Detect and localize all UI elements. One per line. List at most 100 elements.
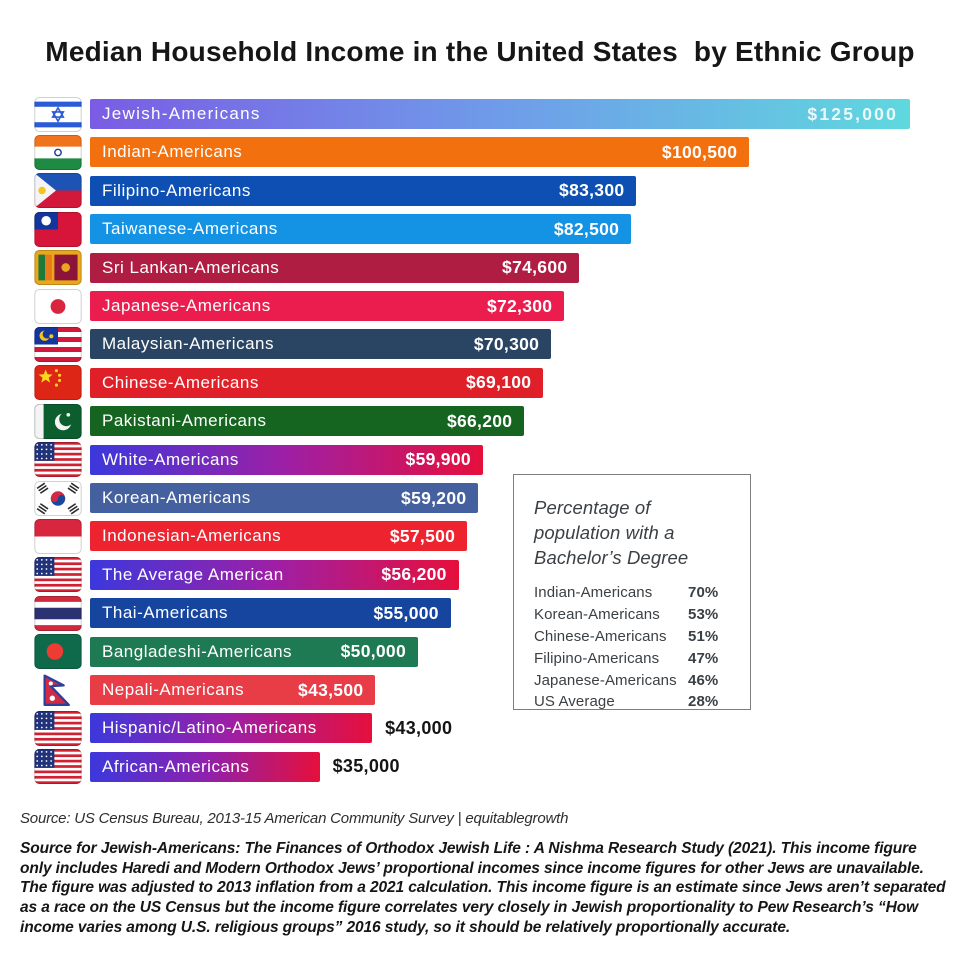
- degree-list-item: Chinese-Americans 51%: [534, 628, 730, 650]
- degree-percentage: 53%: [688, 606, 719, 624]
- bar-label: Korean-Americans: [102, 488, 251, 507]
- degree-percentage: 51%: [688, 627, 719, 645]
- income-bar: Indonesian-Americans $57,500: [90, 521, 468, 552]
- bar-row-taiwanese-americans: Taiwanese-Americans $82,500: [32, 211, 632, 247]
- bar-label: Hispanic/Latino-Americans: [102, 718, 317, 738]
- degree-group-label: Indian-Americans: [534, 584, 653, 602]
- bar-label: Taiwanese-Americans: [102, 219, 278, 239]
- bar-label: Indonesian-Americans: [102, 526, 282, 546]
- degree-group-label: US Average: [534, 693, 615, 711]
- bar-label: African-Americans: [102, 756, 250, 776]
- bar-row-indonesian-americans: Indonesian-Americans $57,500: [32, 518, 468, 554]
- bar-label: Nepali-Americans: [102, 680, 245, 699]
- bar-label: Sri Lankan-Americans: [102, 257, 280, 277]
- bar-row-chinese-americans: Chinese-Americans $69,100: [32, 365, 544, 401]
- bar-value: $43,000: [385, 717, 453, 738]
- income-bar: Nepali-Americans $43,500: [90, 675, 376, 705]
- degree-list-item: Korean-Americans 53%: [534, 606, 730, 628]
- bar-value: $50,000: [340, 641, 406, 662]
- degree-percentage: 70%: [688, 584, 719, 602]
- bar-value: $56,200: [381, 564, 447, 585]
- degree-list: Indian-Americans 70% Korean-Americans 53% Ch…: [534, 584, 730, 715]
- degree-list-item: Filipino-Americans 47%: [534, 650, 730, 672]
- income-bar: Indian-Americans $100,500: [90, 137, 750, 168]
- income-bar: Korean-Americans $59,200: [90, 483, 479, 513]
- source-line: Source: US Census Bureau, 2013-15 Americ…: [20, 810, 569, 827]
- bar-label: Jewish-Americans: [102, 104, 261, 123]
- bar-row-malaysian-americans: Malaysian-Americans $70,300: [32, 326, 552, 362]
- usa-flag-icon: [32, 710, 84, 746]
- income-bar: Sri Lankan-Americans $74,600: [90, 252, 580, 283]
- bar-row-indian-americans: Indian-Americans $100,500: [32, 134, 750, 170]
- bar-value: $70,300: [473, 333, 540, 354]
- degree-list-item: Indian-Americans 70%: [534, 584, 730, 606]
- bar-row-filipino-americans: Filipino-Americans $83,300: [32, 173, 637, 209]
- israel-flag-icon: [32, 96, 84, 132]
- bar-row-nepali-americans: Nepali-Americans $43,500: [32, 673, 376, 708]
- bar-label: Chinese-Americans: [102, 372, 259, 392]
- bar-row-white-americans: White-Americans $59,900: [32, 442, 483, 478]
- bachelor-degree-inset-box: Percentage of population with a Bachelor…: [513, 474, 751, 710]
- southkorea-flag-icon: [32, 480, 84, 516]
- degree-group-label: Japanese-Americans: [534, 671, 677, 689]
- degree-percentage: 28%: [688, 693, 719, 711]
- bar-row-bangladeshi-americans: Bangladeshi-Americans $50,000: [32, 634, 418, 670]
- bar-row-pakistani-americans: Pakistani-Americans $66,200: [32, 403, 525, 439]
- income-bar: Hispanic/Latino-Americans: [90, 713, 373, 744]
- bar-label: Pakistani-Americans: [102, 411, 267, 431]
- bar-label: Thai-Americans: [102, 603, 229, 623]
- bar-row-the-average-american: The Average American $56,200: [32, 557, 459, 593]
- bar-value: $57,500: [389, 525, 456, 546]
- bar-value: $66,200: [446, 410, 513, 431]
- bar-value: $125,000: [807, 103, 898, 124]
- bar-value: $69,100: [465, 372, 532, 393]
- degree-group-label: Chinese-Americans: [534, 627, 667, 645]
- bar-row-thai-americans: Thai-Americans $55,000: [32, 595, 451, 631]
- japan-flag-icon: [32, 288, 84, 324]
- bar-value: $72,300: [486, 295, 553, 316]
- degree-group-label: Filipino-Americans: [534, 649, 660, 667]
- income-bar: Chinese-Americans $69,100: [90, 367, 544, 398]
- bar-label: The Average American: [102, 564, 284, 584]
- bar-value: $43,500: [298, 679, 364, 700]
- bar-value: $35,000: [332, 756, 400, 777]
- bar-value: $100,500: [661, 141, 738, 162]
- degree-list-item: Japanese-Americans 46%: [534, 672, 730, 694]
- taiwan-flag-icon: [32, 211, 84, 247]
- income-bar: The Average American $56,200: [90, 559, 459, 590]
- page-title: Median Household Income in the United St…: [45, 36, 915, 67]
- degree-percentage: 47%: [688, 649, 719, 667]
- income-bar: Taiwanese-Americans $82,500: [90, 214, 632, 245]
- bar-label: Bangladeshi-Americans: [102, 641, 293, 661]
- bar-row-jewish-americans: Jewish-Americans $125,000: [32, 96, 910, 132]
- bar-row-sri-lankan-americans: Sri Lankan-Americans $74,600: [32, 250, 580, 286]
- bar-value: $59,200: [401, 487, 467, 508]
- degree-list-item: US Average 28%: [534, 693, 730, 715]
- bar-value: $74,600: [502, 257, 568, 278]
- income-bar: Malaysian-Americans $70,300: [90, 329, 552, 360]
- degree-percentage: 46%: [688, 671, 719, 689]
- degree-group-label: Korean-Americans: [534, 606, 660, 624]
- bar-row-korean-americans: Korean-Americans $59,200: [32, 480, 479, 516]
- bar-label: White-Americans: [102, 449, 239, 469]
- bar-label: Indian-Americans: [102, 142, 243, 162]
- inset-title: Percentage of population with a Bachelor…: [534, 497, 689, 568]
- income-bar: African-Americans: [90, 751, 320, 782]
- usa-flag-icon: [32, 557, 84, 593]
- usa-flag-icon: [32, 442, 84, 478]
- bar-row-japanese-americans: Japanese-Americans $72,300: [32, 288, 565, 324]
- thailand-flag-icon: [32, 595, 84, 631]
- nepal-flag-icon: [32, 673, 84, 708]
- bar-value: $82,500: [553, 218, 620, 239]
- usa-flag-icon: [32, 749, 84, 785]
- philippines-flag-icon: [32, 173, 84, 209]
- bar-row-african-americans: African-Americans $35,000: [32, 749, 400, 785]
- india-flag-icon: [32, 134, 84, 170]
- bar-value: $55,000: [373, 602, 439, 623]
- income-bar: Japanese-Americans $72,300: [90, 291, 565, 321]
- bar-value: $83,300: [559, 180, 625, 201]
- income-bar: Filipino-Americans $83,300: [90, 175, 637, 206]
- income-bar: Jewish-Americans $125,000: [90, 99, 910, 129]
- income-bar-chart: Jewish-Americans $125,000 Indian-Americans…: [0, 96, 960, 789]
